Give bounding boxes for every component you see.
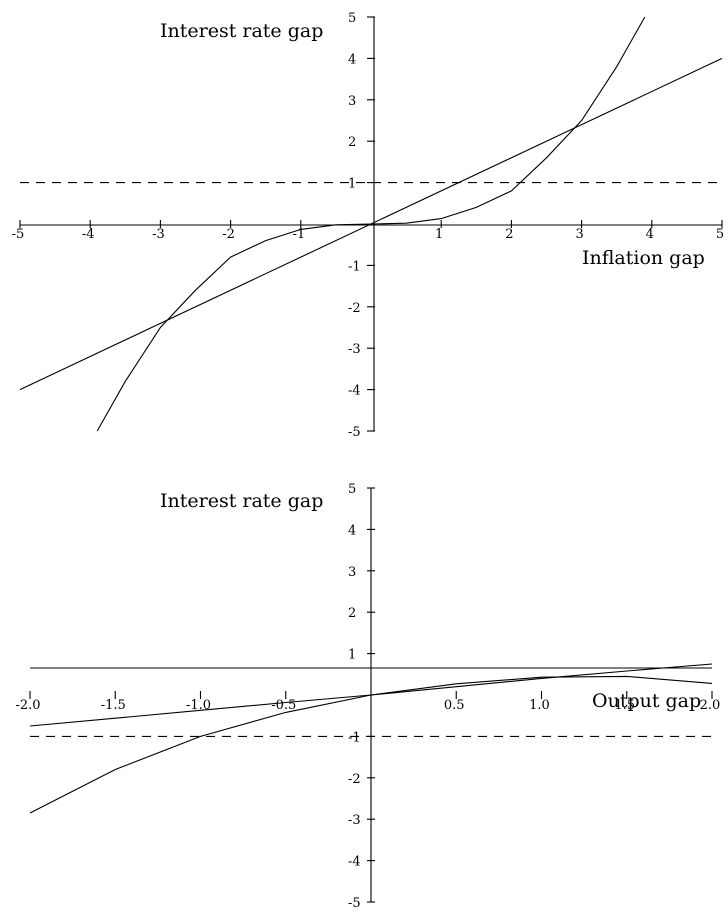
- y-tick-label: -3: [348, 813, 361, 828]
- inflation-gap-chart: -5 -4 -3 -2 -1 1 2 3 4 5 -5 -4 -3 -2 -1 1 2 3 4 5 Interest…: [12, 11, 724, 440]
- y-tick-label: -4: [348, 855, 361, 870]
- y-tick-label: 5: [348, 11, 356, 26]
- x-tick-label: 3: [575, 227, 583, 242]
- y-tick-label: -4: [348, 384, 361, 399]
- y-tick-label: 4: [348, 523, 356, 538]
- x-tick-label: 5: [716, 227, 724, 242]
- x-tick-label: -5: [12, 227, 25, 242]
- y-tick-label: 2: [348, 606, 356, 621]
- x-axis-title: Output gap: [592, 690, 701, 712]
- series-group: [19, 16, 723, 432]
- x-tick-label: -3: [152, 227, 165, 242]
- y-tick-label: -5: [348, 425, 361, 440]
- y-tick-label: 3: [348, 94, 356, 109]
- x-ticks: -5 -4 -3 -2 -1 1 2 3 4 5: [12, 220, 724, 242]
- y-tick-label: -5: [348, 896, 361, 911]
- y-tick-label: -3: [348, 342, 361, 357]
- x-tick-label: 1.5: [614, 698, 635, 713]
- y-tick-label: 5: [348, 482, 356, 497]
- x-tick-label: 2.0: [700, 698, 721, 713]
- y-ticks: -5 -4 -3 -2 -1 1 2 3 4 5: [348, 11, 375, 440]
- x-tick-label: -1.5: [101, 698, 126, 713]
- series-line-2: [96, 16, 646, 432]
- x-tick-label: 2: [505, 227, 513, 242]
- y-tick-label: -1: [348, 259, 361, 274]
- y-tick-label: 1: [348, 177, 356, 192]
- x-ticks: -2.0 -1.5 -1.0 -0.5 0.5 1.0 1.5 2.0: [15, 691, 720, 713]
- x-tick-label: 0.5: [444, 698, 465, 713]
- y-tick-label: 4: [348, 52, 356, 67]
- y-tick-label: 1: [348, 648, 356, 663]
- output-gap-chart: -2.0 -1.5 -1.0 -0.5 0.5 1.0 1.5 2.0 -5-4-3-2-11…: [15, 482, 720, 911]
- series-group: [29, 663, 713, 814]
- y-tick-label: 2: [348, 135, 356, 150]
- x-tick-label: 1: [435, 227, 443, 242]
- x-tick-label: -4: [82, 227, 95, 242]
- y-tick-label: 3: [348, 565, 356, 580]
- y-axis-title: Interest rate gap: [160, 20, 323, 42]
- y-tick-label: -1: [348, 730, 361, 745]
- x-tick-label: 4: [646, 227, 654, 242]
- y-ticks: -5 -4 -3 -2 -1 1 2 3 4 5: [348, 482, 375, 911]
- y-tick-label: -2: [348, 301, 361, 316]
- y-axis-title: Interest rate gap: [160, 490, 323, 512]
- x-tick-label: -1.0: [186, 698, 211, 713]
- x-tick-label: -2.0: [15, 698, 40, 713]
- series-line-2: [29, 675, 713, 814]
- x-axis-title: Inflation gap: [582, 247, 705, 269]
- x-tick-label: 1.0: [529, 698, 550, 713]
- x-tick-label: -2: [222, 227, 235, 242]
- y-tick-label: -2: [348, 772, 361, 787]
